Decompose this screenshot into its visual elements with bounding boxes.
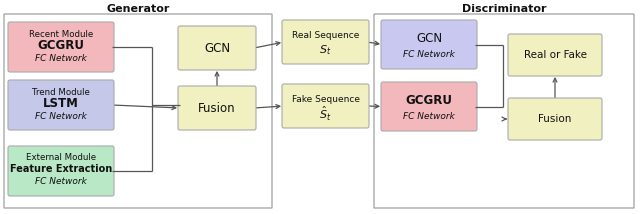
FancyBboxPatch shape xyxy=(374,14,634,208)
FancyBboxPatch shape xyxy=(508,34,602,76)
Text: Fake Sequence: Fake Sequence xyxy=(291,95,360,104)
FancyBboxPatch shape xyxy=(381,82,477,131)
FancyBboxPatch shape xyxy=(282,84,369,128)
Text: FC Network: FC Network xyxy=(35,54,87,62)
Text: Real or Fake: Real or Fake xyxy=(524,50,586,60)
Text: Discriminator: Discriminator xyxy=(461,4,547,14)
FancyBboxPatch shape xyxy=(381,20,477,69)
FancyBboxPatch shape xyxy=(508,98,602,140)
Text: GCN: GCN xyxy=(416,31,442,45)
FancyBboxPatch shape xyxy=(282,20,369,64)
Text: $S_t$: $S_t$ xyxy=(319,43,332,57)
Text: GCGRU: GCGRU xyxy=(406,94,452,107)
FancyBboxPatch shape xyxy=(178,86,256,130)
Text: Generator: Generator xyxy=(106,4,170,14)
Text: External Module: External Module xyxy=(26,153,96,162)
Text: Recent Module: Recent Module xyxy=(29,30,93,39)
FancyBboxPatch shape xyxy=(8,80,114,130)
Text: Fusion: Fusion xyxy=(198,101,236,114)
Text: $\hat{S}_t$: $\hat{S}_t$ xyxy=(319,105,332,123)
Text: Real Sequence: Real Sequence xyxy=(292,31,359,40)
FancyBboxPatch shape xyxy=(178,26,256,70)
Text: Trend Module: Trend Module xyxy=(32,88,90,97)
Text: FC Network: FC Network xyxy=(403,49,455,58)
Text: Fusion: Fusion xyxy=(538,114,572,124)
Text: Feature Extraction: Feature Extraction xyxy=(10,164,112,174)
FancyBboxPatch shape xyxy=(8,146,114,196)
Text: FC Network: FC Network xyxy=(35,177,87,186)
Text: FC Network: FC Network xyxy=(35,111,87,120)
Text: FC Network: FC Network xyxy=(403,111,455,120)
Text: GCN: GCN xyxy=(204,42,230,55)
Text: LSTM: LSTM xyxy=(43,97,79,110)
FancyBboxPatch shape xyxy=(8,22,114,72)
Text: GCGRU: GCGRU xyxy=(38,39,84,52)
FancyBboxPatch shape xyxy=(4,14,272,208)
